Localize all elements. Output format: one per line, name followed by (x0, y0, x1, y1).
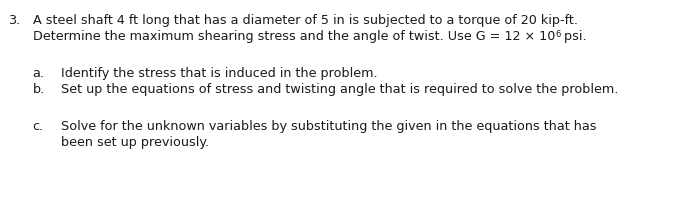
Text: Determine the maximum shearing stress and the angle of twist. Use G = 12 × 10: Determine the maximum shearing stress an… (33, 30, 555, 43)
Text: Solve for the unknown variables by substituting the given in the equations that : Solve for the unknown variables by subst… (61, 120, 597, 133)
Text: a.: a. (33, 67, 45, 80)
Text: A steel shaft 4 ft long that has a diameter of 5 in is subjected to a torque of : A steel shaft 4 ft long that has a diame… (33, 14, 577, 27)
Text: psi.: psi. (560, 30, 587, 43)
Text: Set up the equations of stress and twisting angle that is required to solve the : Set up the equations of stress and twist… (61, 83, 618, 96)
Text: Identify the stress that is induced in the problem.: Identify the stress that is induced in t… (61, 67, 378, 80)
Text: been set up previously.: been set up previously. (61, 136, 210, 149)
Text: b.: b. (33, 83, 45, 96)
Text: c.: c. (33, 120, 44, 133)
Text: Determine the maximum shearing stress and the angle of twist. Use G = 12 × 10: Determine the maximum shearing stress an… (33, 30, 555, 43)
Text: 3.: 3. (8, 14, 20, 27)
Text: 6: 6 (555, 30, 560, 39)
